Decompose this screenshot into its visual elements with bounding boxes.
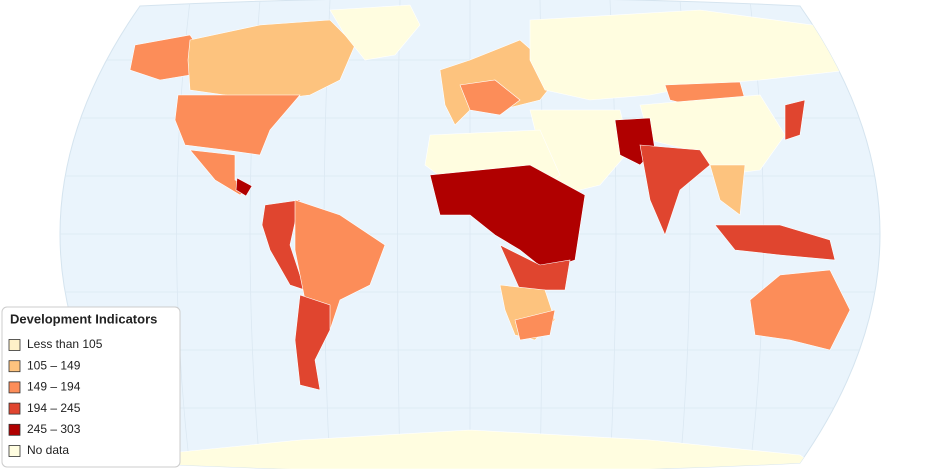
central-africa xyxy=(429,164,586,271)
greenland xyxy=(329,4,421,61)
legend-item-label: 149 – 194 xyxy=(27,380,81,394)
legend-swatch xyxy=(8,381,21,394)
legend-swatch xyxy=(8,402,21,415)
legend-item-label: 194 – 245 xyxy=(27,401,81,415)
legend-swatch xyxy=(8,423,21,436)
usa xyxy=(174,94,301,156)
central-europe xyxy=(459,79,521,116)
legend-swatch xyxy=(8,360,21,373)
legend-box xyxy=(1,306,181,468)
legend-item-label: 245 – 303 xyxy=(27,422,81,436)
countries xyxy=(129,4,880,469)
legend-swatch xyxy=(8,339,21,351)
brazil xyxy=(294,199,386,331)
legend-title: Development Indicators xyxy=(10,311,157,326)
indonesia xyxy=(714,224,836,261)
japan xyxy=(784,99,806,141)
southern-central-africa xyxy=(499,244,571,291)
legend-item-label: No data xyxy=(27,443,69,457)
antarctica xyxy=(129,429,821,469)
central-america xyxy=(235,177,253,197)
legend-item-label: Less than 105 xyxy=(27,337,103,351)
india xyxy=(639,144,711,236)
indochina xyxy=(709,164,746,216)
australia xyxy=(749,269,851,351)
argentina xyxy=(294,294,331,391)
legend: Development Indicators Less than 105 105 … xyxy=(1,306,181,468)
south-africa xyxy=(514,309,556,341)
legend-swatch xyxy=(8,445,21,457)
new-zealand xyxy=(861,334,880,371)
legend-item-label: 105 – 149 xyxy=(27,358,81,372)
canada xyxy=(187,19,356,101)
